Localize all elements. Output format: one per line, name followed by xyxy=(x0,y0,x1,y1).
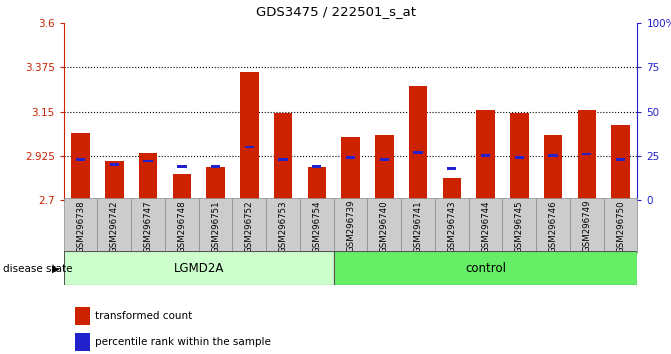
Bar xyxy=(481,154,491,157)
Bar xyxy=(413,151,423,154)
Text: GSM296738: GSM296738 xyxy=(76,200,85,252)
Bar xyxy=(71,133,90,200)
Bar xyxy=(401,198,435,253)
Bar xyxy=(75,308,89,325)
Text: GSM296740: GSM296740 xyxy=(380,200,389,252)
Text: GSM296739: GSM296739 xyxy=(346,200,355,252)
Bar xyxy=(510,114,529,200)
Text: GSM296745: GSM296745 xyxy=(515,200,524,252)
Bar xyxy=(469,198,503,253)
Text: GSM296751: GSM296751 xyxy=(211,200,220,252)
Bar xyxy=(64,198,97,253)
Text: percentile rank within the sample: percentile rank within the sample xyxy=(95,337,271,347)
Bar xyxy=(548,154,558,157)
Bar xyxy=(110,163,119,166)
Bar xyxy=(333,251,637,285)
Bar xyxy=(582,153,591,155)
Bar xyxy=(476,109,495,200)
Bar xyxy=(172,175,191,200)
Bar xyxy=(144,160,153,162)
Bar xyxy=(368,198,401,253)
Bar xyxy=(199,198,232,253)
Text: GSM296749: GSM296749 xyxy=(582,200,591,252)
Bar xyxy=(177,165,187,168)
Text: GSM296746: GSM296746 xyxy=(549,200,558,252)
Text: GSM296748: GSM296748 xyxy=(177,200,187,252)
Bar xyxy=(232,198,266,253)
Bar xyxy=(240,72,258,200)
Bar xyxy=(570,198,604,253)
Text: transformed count: transformed count xyxy=(95,312,193,321)
Text: GSM296741: GSM296741 xyxy=(413,200,423,252)
Bar xyxy=(375,135,394,200)
Bar xyxy=(75,333,89,351)
Bar xyxy=(380,158,389,161)
Bar xyxy=(604,198,637,253)
Bar xyxy=(211,165,220,168)
Text: ▶: ▶ xyxy=(52,264,59,274)
Text: GSM296752: GSM296752 xyxy=(245,200,254,252)
Bar xyxy=(616,158,625,161)
Text: GSM296747: GSM296747 xyxy=(144,200,152,252)
Text: GSM296744: GSM296744 xyxy=(481,200,490,252)
Text: control: control xyxy=(465,262,506,275)
Text: GSM296750: GSM296750 xyxy=(616,200,625,252)
Bar xyxy=(274,114,293,200)
Bar xyxy=(503,198,536,253)
Bar xyxy=(139,153,158,200)
Bar xyxy=(300,198,333,253)
Bar xyxy=(105,161,123,200)
Bar xyxy=(515,156,524,159)
Bar xyxy=(544,135,562,200)
Bar xyxy=(64,251,333,285)
Text: GSM296753: GSM296753 xyxy=(278,200,288,252)
Bar xyxy=(266,198,300,253)
Bar xyxy=(443,178,461,200)
Text: LGMD2A: LGMD2A xyxy=(174,262,224,275)
Bar xyxy=(312,165,321,168)
Bar xyxy=(97,198,132,253)
Text: disease state: disease state xyxy=(3,264,73,274)
Bar xyxy=(611,125,630,200)
Bar xyxy=(342,137,360,200)
Bar xyxy=(578,109,596,200)
Bar xyxy=(447,167,456,170)
Bar xyxy=(165,198,199,253)
Bar xyxy=(76,158,85,161)
Bar xyxy=(435,198,469,253)
Text: GDS3475 / 222501_s_at: GDS3475 / 222501_s_at xyxy=(256,5,415,18)
Bar xyxy=(278,158,288,161)
Bar xyxy=(206,167,225,200)
Bar xyxy=(346,156,355,159)
Bar xyxy=(409,86,427,200)
Text: GSM296754: GSM296754 xyxy=(312,200,321,252)
Bar xyxy=(307,167,326,200)
Bar xyxy=(132,198,165,253)
Text: GSM296742: GSM296742 xyxy=(110,200,119,252)
Bar xyxy=(536,198,570,253)
Bar xyxy=(333,198,368,253)
Text: GSM296743: GSM296743 xyxy=(448,200,456,252)
Bar xyxy=(245,145,254,148)
